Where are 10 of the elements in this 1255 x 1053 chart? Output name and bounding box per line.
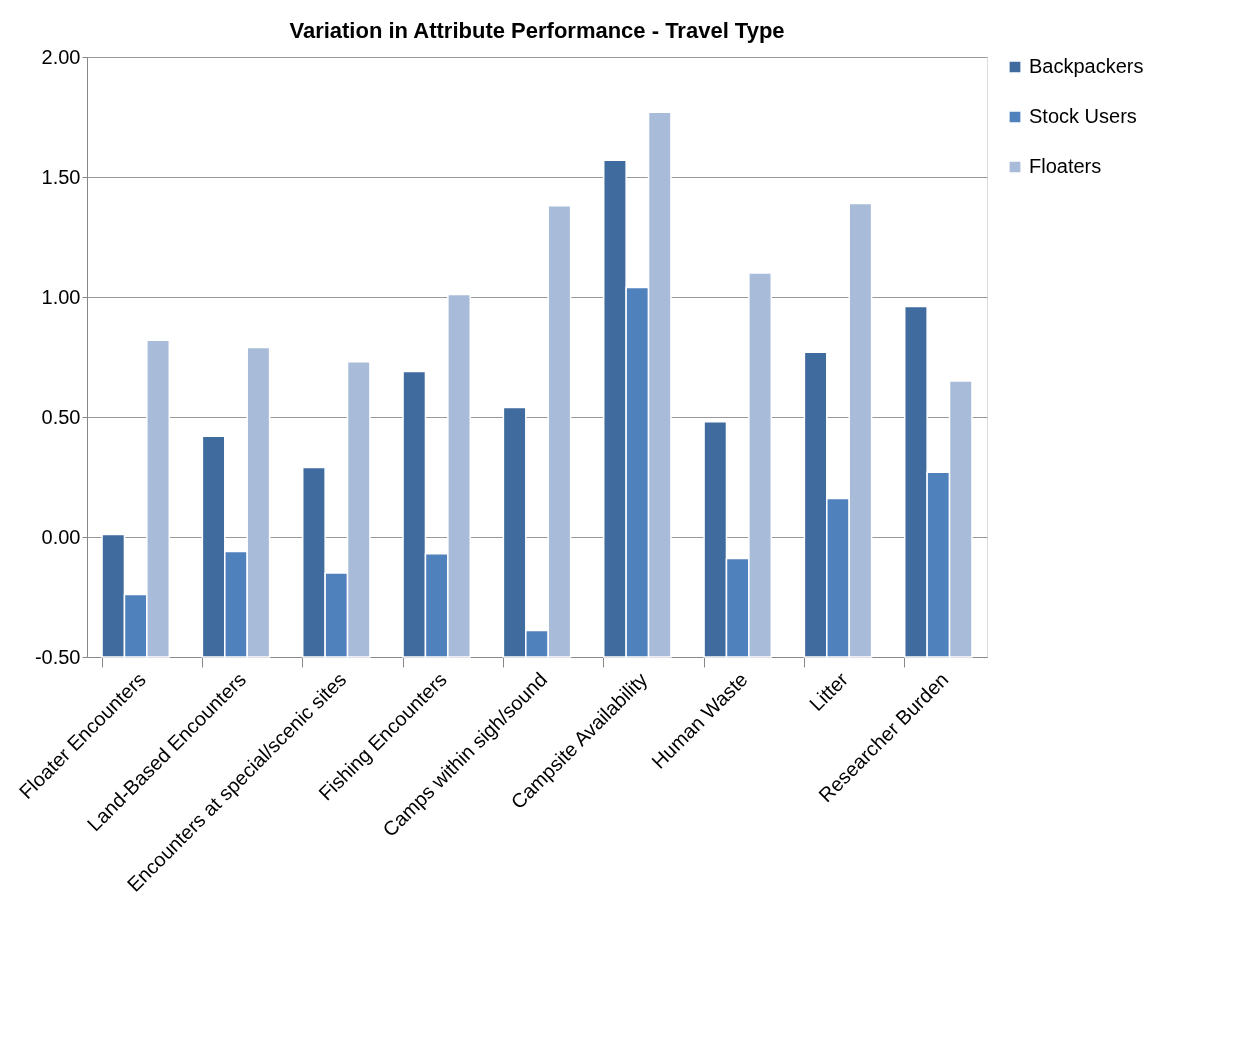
y-tick-label: -0.50 [34,645,81,668]
y-tick-label: 2.00 [41,45,81,68]
y-tick-label: 0.50 [41,405,81,428]
y-tick-label: 1.00 [41,285,81,308]
chart-title: Variation in Attribute Performance - Travel Type [289,18,785,43]
legend-label: Stock Users [1029,105,1137,127]
y-tick-label: 0.00 [41,525,81,548]
legend-label: Floaters [1029,155,1102,177]
y-tick-label: 1.50 [41,165,81,188]
legend-label: Backpackers [1029,55,1144,77]
